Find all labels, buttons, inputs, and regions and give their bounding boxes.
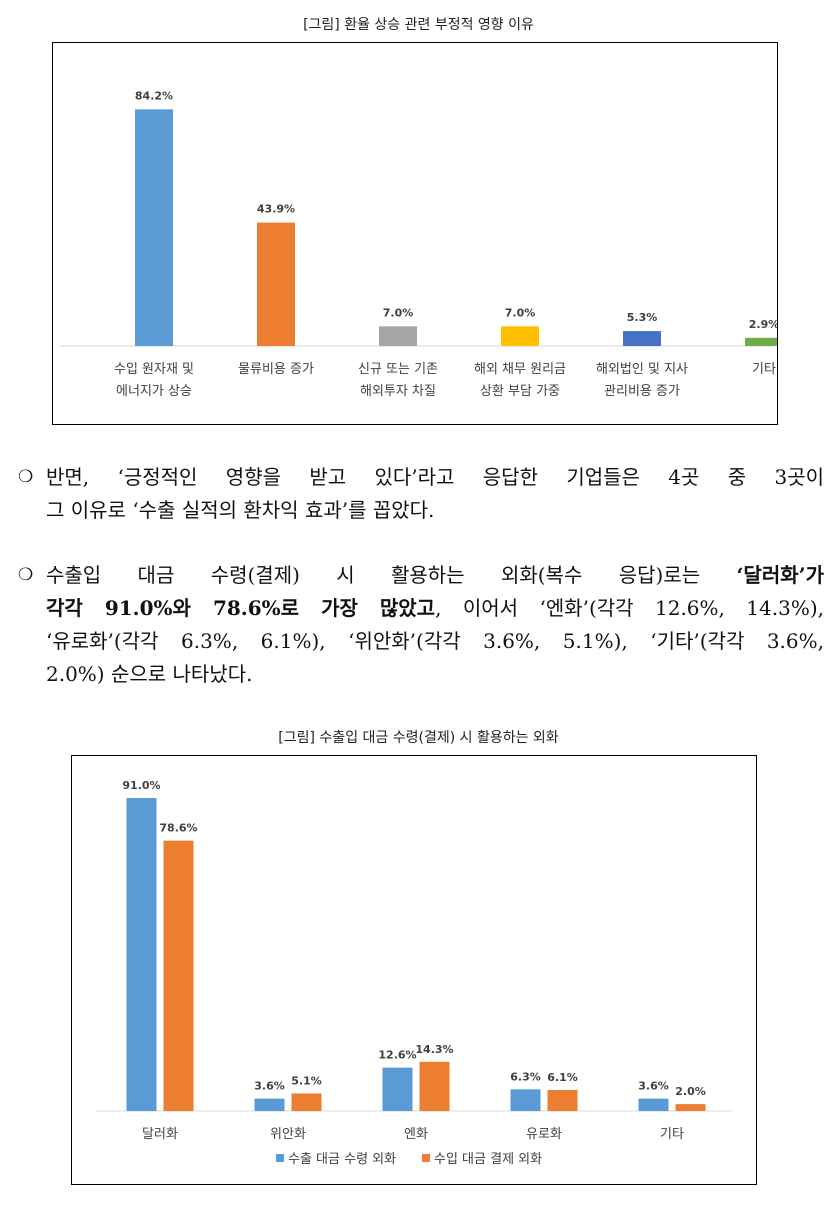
data-label: 2.9% — [749, 318, 777, 331]
data-label: 2.0% — [675, 1085, 706, 1098]
bar-export — [126, 798, 157, 1111]
category-label: 위안화 — [270, 1127, 306, 1142]
bar — [257, 222, 295, 346]
category-label: 관리비용 증가 — [604, 384, 680, 399]
bar — [501, 326, 539, 346]
bar-import — [547, 1090, 578, 1111]
data-label: 5.1% — [291, 1074, 322, 1087]
bar — [745, 337, 777, 346]
bar — [135, 109, 173, 346]
bar-export — [510, 1089, 541, 1111]
bar-export — [254, 1098, 285, 1111]
category-label: 해외 채무 원리금 — [474, 362, 566, 377]
data-label: 5.3% — [627, 311, 658, 324]
figure2-chart-svg: 91.0% 78.6% 달러화 3.6% 5.1% 위안화 12.6%14.3% 엔화 6.3%… — [96, 779, 732, 1167]
data-label: 14.3% — [415, 1043, 453, 1056]
paragraph-2-line-1-bold: ‘달러화’가 — [736, 563, 824, 587]
bar — [379, 326, 417, 346]
data-label: 7.0% — [505, 306, 536, 319]
bar-import — [163, 840, 194, 1111]
figure2-chart: 91.0% 78.6% 달러화 3.6% 5.1% 위안화 12.6% 14.3% 엔화 6.3%… — [71, 755, 757, 1185]
legend-label: 수출 대금 수령 외화 — [288, 1152, 396, 1167]
data-label: 3.6% — [254, 1080, 285, 1093]
category-label: 물류비용 증가 — [238, 362, 314, 377]
category-label: 상환 부담 가중 — [480, 384, 560, 399]
figure2-caption: [그림] 수출입 대금 수령(결제) 시 활용하는 외화 — [278, 730, 559, 746]
paragraph-2-line-2: 각각 91.0%와 78.6%로 가장 많았고, 이어서 ‘엔화’(각각 12.… — [18, 592, 824, 625]
data-label: 3.6% — [638, 1080, 669, 1093]
paragraph-2-line-2-text: , 이어서 ‘엔화’(각각 12.6%, 14.3%), — [435, 596, 824, 620]
bar-export — [382, 1067, 413, 1111]
category-label: 신규 또는 기존 — [358, 362, 438, 377]
paragraph-2-line-1: 수출입 대금 수령(결제) 시 활용하는 외화(복수 응답)로는 ‘달러화’가 — [18, 559, 824, 592]
legend-swatch — [276, 1154, 284, 1162]
data-label: 78.6% — [159, 822, 197, 835]
category-label: 기타 — [752, 362, 776, 377]
paragraph-2: ❍ 수출입 대금 수령(결제) 시 활용하는 외화(복수 응답)로는 ‘달러화’… — [18, 559, 824, 691]
category-label: 엔화 — [404, 1127, 428, 1142]
legend-label: 수입 대금 결제 외화 — [434, 1152, 542, 1167]
paragraph-2-line-3: ‘유로화’(각각 6.3%, 6.1%), ‘위안화’(각각 3.6%, 5.1… — [46, 629, 824, 653]
paragraph-1-line-2: 그 이유로 ‘수출 실적의 환차익 효과’를 꼽았다. — [46, 498, 435, 522]
data-label: 7.0% — [383, 306, 414, 319]
category-label: 유로화 — [526, 1127, 562, 1142]
category-label: 에너지가 상승 — [116, 384, 192, 399]
paragraph-1: ❍ 반면, ‘긍정적인 영향을 받고 있다’라고 응답한 기업들은 4곳 중 3… — [18, 461, 824, 527]
paragraph-2-line-4: 2.0%) 순으로 나타났다. — [46, 662, 253, 686]
bullet-icon: ❍ — [18, 467, 34, 487]
paragraph-2-line-2-bold: 각각 91.0%와 78.6%로 가장 많았고 — [46, 596, 436, 620]
category-label: 해외투자 차질 — [360, 384, 436, 399]
data-label: 6.3% — [510, 1070, 541, 1083]
category-label: 달러화 — [142, 1127, 178, 1142]
figure1-caption: [그림] 환율 상승 관련 부정적 영향 이유 — [303, 17, 534, 33]
data-label: 84.2% — [135, 89, 173, 102]
paragraph-2-line-1-text: 수출입 대금 수령(결제) 시 활용하는 외화(복수 응답)로는 — [46, 563, 737, 587]
category-label: 기타 — [660, 1127, 684, 1142]
bar-import — [419, 1061, 450, 1111]
category-label: 해외법인 및 지사 — [596, 362, 688, 377]
bar-import — [291, 1093, 322, 1111]
bullet-icon: ❍ — [18, 565, 34, 585]
bar-import — [675, 1104, 706, 1111]
data-label: 12.6% — [378, 1049, 416, 1062]
data-label: 43.9% — [257, 203, 295, 216]
legend-swatch — [422, 1154, 430, 1162]
data-label: 6.1% — [547, 1071, 578, 1084]
category-label: 수입 원자재 및 — [114, 362, 194, 377]
bar — [623, 331, 661, 346]
paragraph-1-line-1: 반면, ‘긍정적인 영향을 받고 있다’라고 응답한 기업들은 4곳 중 3곳이 — [46, 465, 824, 489]
bar-export — [638, 1098, 669, 1111]
data-label: 91.0% — [122, 779, 160, 792]
